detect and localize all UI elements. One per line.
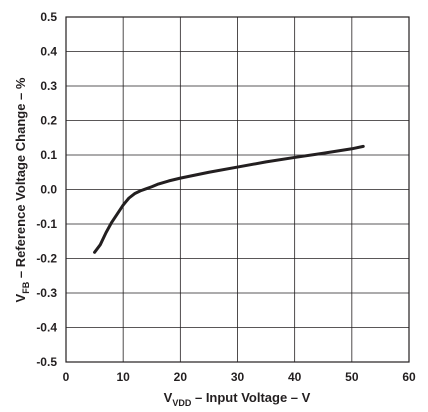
x-tick-label: 40 [288, 370, 302, 384]
y-tick-label: -0.3 [36, 286, 57, 300]
y-tick-label: -0.5 [36, 355, 57, 369]
x-tick-labels: 0 10 20 30 40 50 60 [63, 370, 416, 384]
series-line [93, 144, 365, 254]
y-tick-label: -0.1 [36, 217, 57, 231]
y-tick-label: -0.4 [36, 321, 57, 335]
x-tick-label: 0 [63, 370, 70, 384]
y-axis-label: VFB – Reference Voltage Change – % [13, 77, 31, 302]
y-tick-label: 0.1 [40, 148, 57, 162]
y-tick-label: 0.2 [40, 114, 57, 128]
x-tick-label: 50 [345, 370, 359, 384]
y-tick-label: -0.2 [36, 252, 57, 266]
y-tick-label: 0.3 [40, 79, 57, 93]
y-tick-label: 0.4 [40, 45, 57, 59]
x-tick-label: 20 [174, 370, 188, 384]
x-axis-label: VVDD – Input Voltage – V [164, 390, 311, 408]
x-tick-label: 60 [402, 370, 416, 384]
y-tick-label: 0.0 [40, 183, 57, 197]
grid [65, 16, 410, 363]
y-tick-labels: 0.5 0.4 0.3 0.2 0.1 0.0 -0.1 -0.2 -0.3 -0.4 -0.5 [36, 10, 57, 369]
y-tick-label: 0.5 [40, 10, 57, 24]
x-tick-label: 30 [231, 370, 245, 384]
plot-frame [65, 16, 410, 363]
x-tick-label: 10 [116, 370, 130, 384]
